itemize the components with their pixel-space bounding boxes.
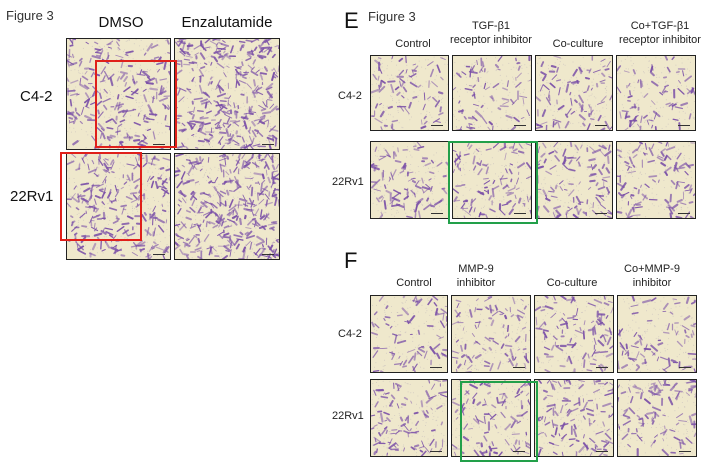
e-micrograph-control-22rv1 [370,141,449,219]
e-micrograph-co-tgf-inhibitor-c4-2 [616,55,696,131]
scale-bar [513,450,525,452]
cell-texture [535,296,613,372]
cell-texture [536,56,612,130]
scale-bar [430,366,442,368]
f-row-label-22rv1: 22Rv1 [332,410,364,422]
col-label-dmso: DMSO [98,14,144,31]
e-col-label-control: Control [395,38,431,50]
f-micrograph-control-22rv1 [370,379,448,457]
e-micrograph-co-culture-c4-2 [535,55,613,131]
e-micrograph-tgf-inhibitor-22rv1 [452,141,532,219]
scale-bar [431,124,443,126]
f-micrograph-mmp9-inhibitor-c4-2 [451,295,531,373]
e-col-label-co-tgf-inhibitor: Co+TGF-β1 receptor inhibitor [619,20,701,46]
highlight-box-c4-2 [95,60,177,148]
cell-texture [617,56,695,130]
scale-bar [514,212,526,214]
cell-texture [617,142,695,218]
f-col-label-control: Control [396,277,432,289]
cell-texture [453,142,531,218]
cell-texture [371,296,447,372]
scale-bar [153,143,165,145]
micrograph-dmso-22rv1 [66,153,171,260]
figure-label-right: Figure 3 [368,9,416,24]
scale-bar [595,212,607,214]
f-micrograph-co-mmp9-inhibitor-22rv1 [617,379,697,457]
f-highlight-box [460,381,538,462]
highlight-box-22rv1 [60,152,142,241]
cell-texture [618,296,696,372]
e-row-label-c4-2: C4-2 [338,90,362,102]
micrograph-enzalutamide-22rv1 [174,153,280,260]
row-label-22rv1: 22Rv1 [10,188,54,205]
e-col-label-co-culture: Co-culture [552,38,604,50]
cell-texture [175,39,279,149]
f-col-label-co-culture: Co-culture [546,277,598,289]
cell-texture [452,296,530,372]
e-row-label-22rv1: 22Rv1 [332,176,364,188]
scale-bar [262,253,274,255]
f-micrograph-co-culture-22rv1 [534,379,614,457]
cell-texture [618,380,696,456]
scale-bar [513,366,525,368]
cell-texture [535,380,613,456]
cell-texture [536,142,612,218]
scale-bar [679,450,691,452]
cell-texture [67,154,170,259]
cell-texture [175,154,279,259]
f-micrograph-control-c4-2 [370,295,448,373]
scale-bar [595,124,607,126]
e-highlight-box [448,141,538,224]
scale-bar [678,124,690,126]
micrograph-enzalutamide-c4-2 [174,38,280,150]
e-col-label-tgf-inhibitor: TGF-β1 receptor inhibitor [450,20,532,46]
figure-label-left: Figure 3 [6,8,54,23]
cell-texture [371,56,448,130]
panel-letter-e: E [344,8,359,33]
scale-bar [430,450,442,452]
row-label-c4-2: C4-2 [20,88,53,105]
cell-texture [371,380,447,456]
f-row-label-c4-2: C4-2 [338,328,362,340]
scale-bar [679,366,691,368]
cell-texture [371,142,448,218]
scale-bar [431,212,443,214]
scale-bar [262,143,274,145]
f-micrograph-co-mmp9-inhibitor-c4-2 [617,295,697,373]
scale-bar [678,212,690,214]
f-col-label-mmp9-inhibitor: MMP-9 inhibitor [456,263,496,289]
cell-texture [453,56,531,130]
scale-bar [514,124,526,126]
e-micrograph-co-culture-22rv1 [535,141,613,219]
col-label-enzalutamide: Enzalutamide [181,14,273,31]
micrograph-dmso-c4-2 [66,38,171,150]
scale-bar [596,450,608,452]
panel-letter-f: F [344,248,358,273]
e-micrograph-tgf-inhibitor-c4-2 [452,55,532,131]
e-micrograph-co-tgf-inhibitor-22rv1 [616,141,696,219]
e-micrograph-control-c4-2 [370,55,449,131]
f-col-label-co-mmp9-inhibitor: Co+MMP-9 inhibitor [624,263,680,289]
f-micrograph-co-culture-c4-2 [534,295,614,373]
scale-bar [153,253,165,255]
scale-bar [596,366,608,368]
